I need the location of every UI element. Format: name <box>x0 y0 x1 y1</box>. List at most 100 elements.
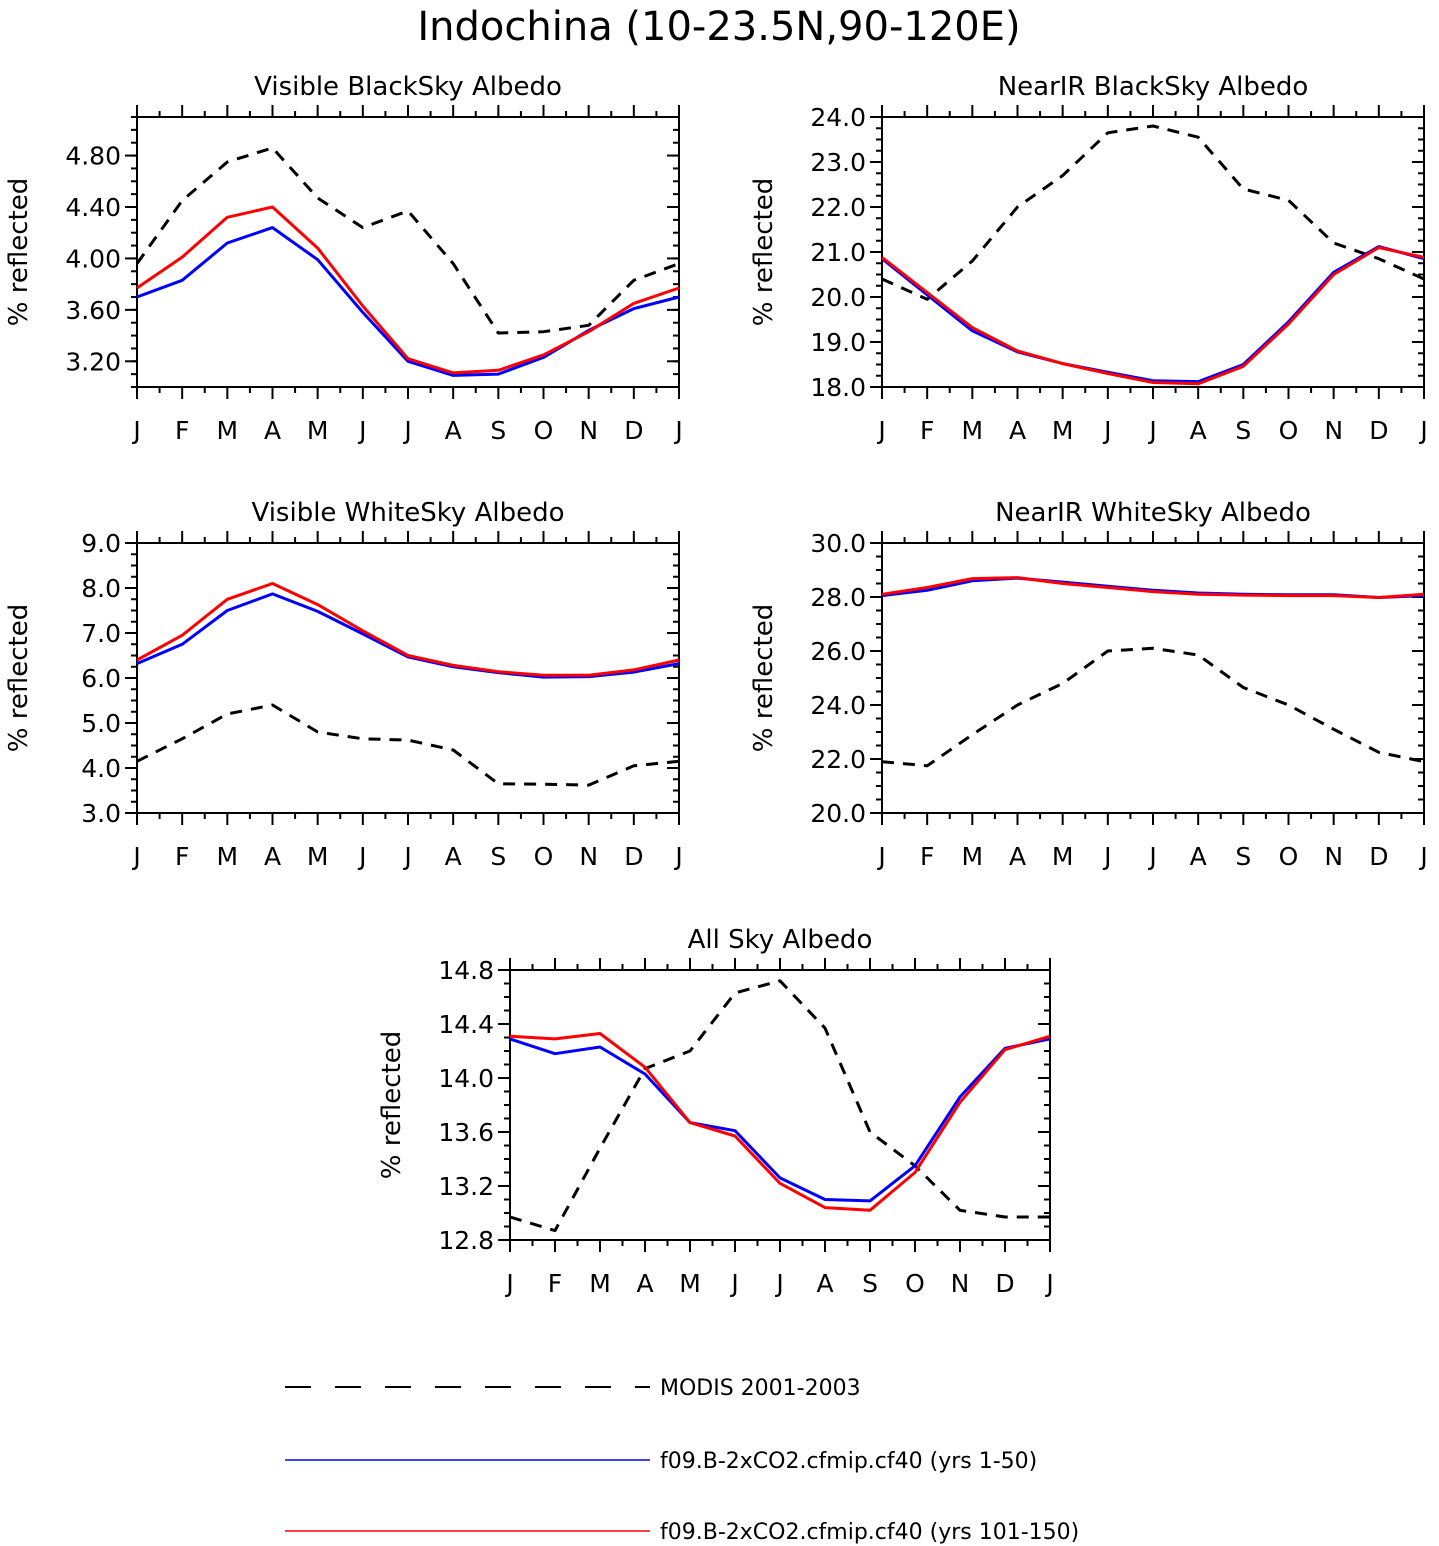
x-tick-label: S <box>490 842 506 871</box>
y-tick-label: 4.0 <box>81 754 121 783</box>
y-tick-label: 5.0 <box>81 709 121 738</box>
x-tick-label: J <box>729 1269 738 1298</box>
y-tick-label: 19.0 <box>810 328 866 357</box>
x-tick-label: J <box>357 416 366 445</box>
x-tick-label: J <box>876 842 885 871</box>
y-tick-label: 18.0 <box>810 373 866 402</box>
x-tick-label: M <box>962 416 984 445</box>
x-tick-label: M <box>1052 842 1074 871</box>
x-tick-label: D <box>624 416 643 445</box>
y-axis-label: % reflected <box>4 604 34 752</box>
plot-frame <box>136 542 680 814</box>
series-line-yrs-101-150 <box>881 576 1425 599</box>
x-tick-label: J <box>131 416 140 445</box>
series-line-yrs-1-50 <box>881 245 1425 384</box>
x-tick-label: M <box>962 842 984 871</box>
y-axis-label: % reflected <box>749 178 779 326</box>
x-tick-label: J <box>357 842 366 871</box>
y-tick-label: 14.8 <box>438 956 494 985</box>
y-tick-label: 14.4 <box>438 1010 494 1039</box>
x-tick-label: J <box>504 1269 513 1298</box>
y-tick-label: 3.20 <box>65 347 121 376</box>
x-tick-label: M <box>217 842 239 871</box>
x-tick-label: M <box>307 416 329 445</box>
legend-label-2: f09.B-2xCO2.cfmip.cf40 (yrs 1-50) <box>660 1449 1037 1474</box>
series-line-yrs-101-150 <box>136 582 680 677</box>
x-tick-label: J <box>1418 842 1427 871</box>
x-tick-label: A <box>1009 416 1026 445</box>
panel-title: NearIR WhiteSky Albedo <box>995 498 1311 528</box>
x-tick-label: J <box>402 842 411 871</box>
y-tick-label: 9.0 <box>81 529 121 558</box>
x-tick-label: F <box>920 416 934 445</box>
x-tick-label: D <box>1369 416 1388 445</box>
x-tick-label: M <box>217 416 239 445</box>
x-tick-label: J <box>1102 842 1111 871</box>
y-tick-label: 4.40 <box>65 193 121 222</box>
y-tick-label: 24.0 <box>810 691 866 720</box>
series-line-modis <box>135 146 680 335</box>
x-tick-label: O <box>534 842 554 871</box>
x-tick-label: J <box>1147 416 1156 445</box>
x-tick-label: O <box>905 1269 925 1298</box>
plot-frame <box>881 116 1425 388</box>
y-tick-label: 13.6 <box>438 1118 494 1147</box>
x-tick-label: J <box>774 1269 783 1298</box>
x-tick-label: N <box>951 1269 970 1298</box>
x-tick-label: N <box>579 416 598 445</box>
y-tick-label: 7.0 <box>81 619 121 648</box>
x-tick-label: D <box>1369 842 1388 871</box>
y-axis-label: % reflected <box>4 178 34 326</box>
x-tick-label: S <box>1235 416 1251 445</box>
x-tick-label: D <box>995 1269 1014 1298</box>
y-tick-label: 20.0 <box>810 283 866 312</box>
legend: MODIS 2001-2003 f09.B-2xCO2.cfmip.cf40 (y… <box>285 1376 1079 1545</box>
x-tick-label: S <box>1235 842 1251 871</box>
x-tick-label: N <box>1324 416 1343 445</box>
y-tick-label: 12.8 <box>438 1226 494 1255</box>
panel-title: Visible BlackSky Albedo <box>254 72 562 102</box>
series-line-modis <box>881 646 1425 768</box>
x-tick-label: F <box>548 1269 562 1298</box>
x-tick-label: A <box>264 416 281 445</box>
panel-title: All Sky Albedo <box>688 925 873 955</box>
x-tick-label: M <box>679 1269 701 1298</box>
y-tick-label: 28.0 <box>810 583 866 612</box>
y-tick-label: 20.0 <box>810 799 866 828</box>
x-tick-label: O <box>534 416 554 445</box>
y-axis-label: % reflected <box>377 1031 407 1179</box>
x-tick-label: J <box>673 416 682 445</box>
x-tick-label: J <box>1147 842 1156 871</box>
panel-title: Visible WhiteSky Albedo <box>251 498 564 528</box>
y-tick-label: 24.0 <box>810 103 866 132</box>
x-tick-label: A <box>1190 416 1207 445</box>
x-tick-label: A <box>816 1269 833 1298</box>
series-line-modis <box>136 703 680 787</box>
x-tick-label: N <box>579 842 598 871</box>
y-tick-label: 14.0 <box>438 1064 494 1093</box>
y-tick-label: 22.0 <box>810 193 866 222</box>
x-tick-label: J <box>1044 1269 1053 1298</box>
series-line-yrs-101-150 <box>509 1032 1051 1212</box>
x-tick-label: M <box>1052 416 1074 445</box>
x-tick-label: A <box>1009 842 1026 871</box>
x-tick-label: J <box>1418 416 1427 445</box>
y-axis-label: % reflected <box>749 604 779 752</box>
y-tick-label: 13.2 <box>438 1172 494 1201</box>
x-tick-label: S <box>490 416 506 445</box>
x-tick-label: O <box>1279 416 1299 445</box>
x-tick-label: J <box>673 842 682 871</box>
x-tick-label: A <box>445 842 462 871</box>
series-line-modis <box>509 979 1050 1233</box>
x-tick-label: J <box>1102 416 1111 445</box>
series-line-yrs-1-50 <box>509 1037 1051 1203</box>
y-tick-label: 8.0 <box>81 574 121 603</box>
x-tick-label: M <box>589 1269 611 1298</box>
y-tick-label: 4.00 <box>65 244 121 273</box>
y-tick-label: 4.80 <box>65 142 121 171</box>
